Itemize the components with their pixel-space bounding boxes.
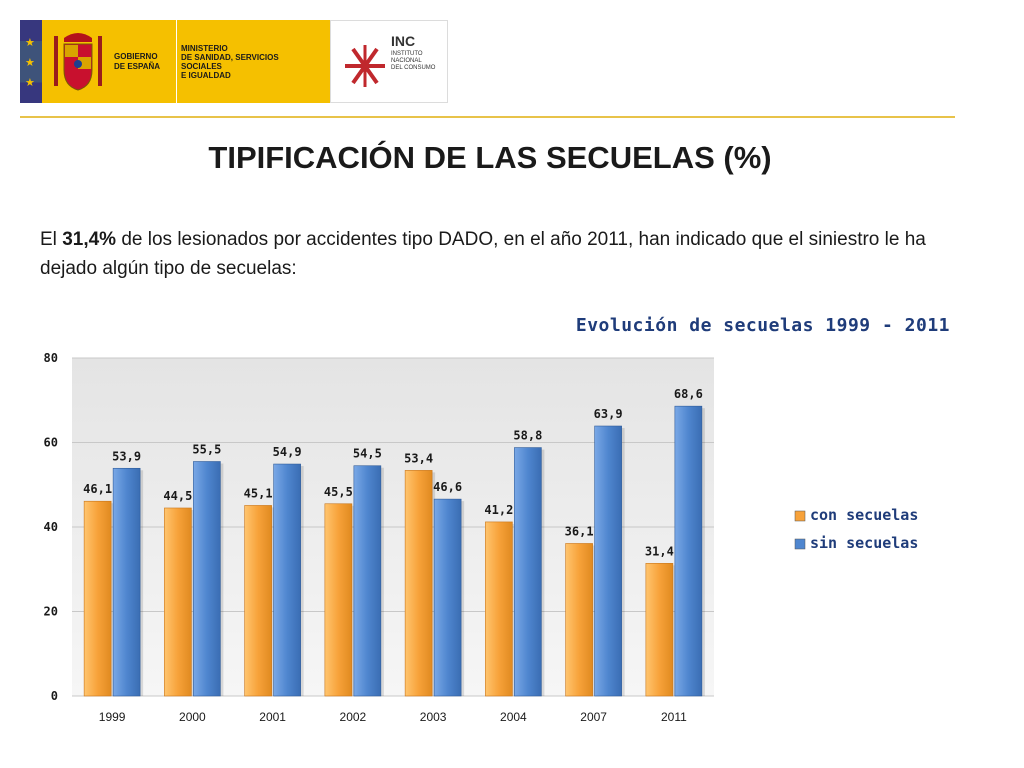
bar-sin-secuelas-2002 [353, 465, 382, 697]
eu-flag-bar: ★ ★ ★ [20, 20, 42, 103]
bar-chart: 46,1 53,9 44,5 55,5 45,1 54,9 45,5 54,5 53,4 46,6… [44, 351, 919, 724]
y-tick-label: 20 [44, 605, 58, 619]
bar-con-secuelas-2004 [485, 521, 513, 697]
data-label: 54,5 [353, 447, 382, 461]
y-tick-label: 0 [51, 689, 58, 703]
bar-con-secuelas-2000 [164, 507, 192, 697]
gobierno-text: GOBIERNO DE ESPAÑA [114, 51, 161, 71]
x-tick-label: 2002 [340, 710, 367, 724]
intro-highlight: 31,4% [62, 229, 117, 250]
star-icon: ★ [25, 57, 35, 69]
star-icon: ★ [25, 37, 35, 49]
chart-title: Evolución de secuelas 1999 - 2011 [575, 315, 950, 336]
data-label: 45,1 [244, 486, 273, 500]
bar-sin-secuelas-2011 [674, 405, 703, 697]
y-tick-label: 60 [44, 436, 58, 450]
intro-suffix: de los lesionados por accidentes tipo DA… [40, 229, 926, 279]
y-tick-label: 80 [44, 351, 58, 365]
data-label: 53,9 [112, 449, 141, 463]
bar-sin-secuelas-2000 [193, 461, 221, 697]
legend-label: sin secuelas [810, 534, 918, 552]
inc-logo: INC INSTITUTO NACIONAL DEL CONSUMO [330, 20, 448, 103]
coat-of-arms-icon [54, 32, 102, 91]
data-label: 55,5 [192, 443, 221, 457]
bar-con-secuelas-2011 [645, 563, 674, 697]
bar-con-secuelas-2002 [324, 503, 353, 697]
x-tick-label: 2004 [500, 710, 527, 724]
data-label: 63,9 [594, 407, 623, 421]
header-rule [20, 116, 955, 118]
bar-con-secuelas-1999 [83, 500, 112, 697]
data-label: 41,2 [484, 503, 513, 517]
data-label: 46,1 [83, 482, 112, 496]
bar-con-secuelas-2007 [565, 543, 593, 697]
data-label: 53,4 [404, 451, 433, 465]
bar-con-secuelas-2001 [244, 505, 272, 697]
data-label: 54,9 [273, 445, 302, 459]
inc-subtitle: INSTITUTO NACIONAL DEL CONSUMO [391, 51, 436, 71]
data-label: 58,8 [513, 429, 542, 443]
star-icon: ★ [25, 77, 35, 89]
legend-swatch [794, 538, 806, 550]
bar-sin-secuelas-2004 [514, 447, 542, 697]
bar-sin-secuelas-1999 [112, 467, 141, 697]
bar-sin-secuelas-2001 [273, 463, 301, 697]
data-label: 31,4 [645, 544, 674, 558]
bar-sin-secuelas-2007 [594, 425, 622, 697]
data-label: 68,6 [674, 387, 703, 401]
data-label: 44,5 [163, 489, 192, 503]
bar-con-secuelas-2003 [404, 470, 433, 697]
data-label: 36,1 [565, 524, 594, 538]
inc-title: INC [391, 33, 416, 49]
legend-swatch [794, 510, 806, 522]
x-tick-label: 2011 [661, 710, 687, 724]
data-label: 45,5 [324, 485, 353, 499]
legend-label: con secuelas [810, 506, 918, 524]
data-label: 46,6 [433, 480, 462, 494]
x-tick-label: 2007 [580, 710, 607, 724]
x-tick-label: 2001 [259, 710, 286, 724]
y-tick-label: 40 [44, 520, 58, 534]
x-tick-label: 2000 [179, 710, 206, 724]
intro-paragraph: El 31,4% de los lesionados por accidente… [40, 225, 970, 283]
page-title: TIPIFICACIÓN DE LAS SECUELAS (%) [208, 140, 772, 175]
bar-sin-secuelas-2003 [433, 498, 462, 697]
intro-prefix: El [40, 229, 63, 250]
x-tick-label: 1999 [99, 710, 126, 724]
logo-divider [176, 20, 177, 103]
gobierno-ministerio-logo: ★ ★ ★ GOBIERNO DE ESPAÑA MINISTERIO DE S… [20, 20, 330, 103]
x-tick-label: 2003 [420, 710, 447, 724]
inc-logo-mark-icon [345, 45, 385, 87]
ministerio-text: MINISTERIO DE SANIDAD, SERVICIOS SOCIALE… [181, 43, 279, 80]
